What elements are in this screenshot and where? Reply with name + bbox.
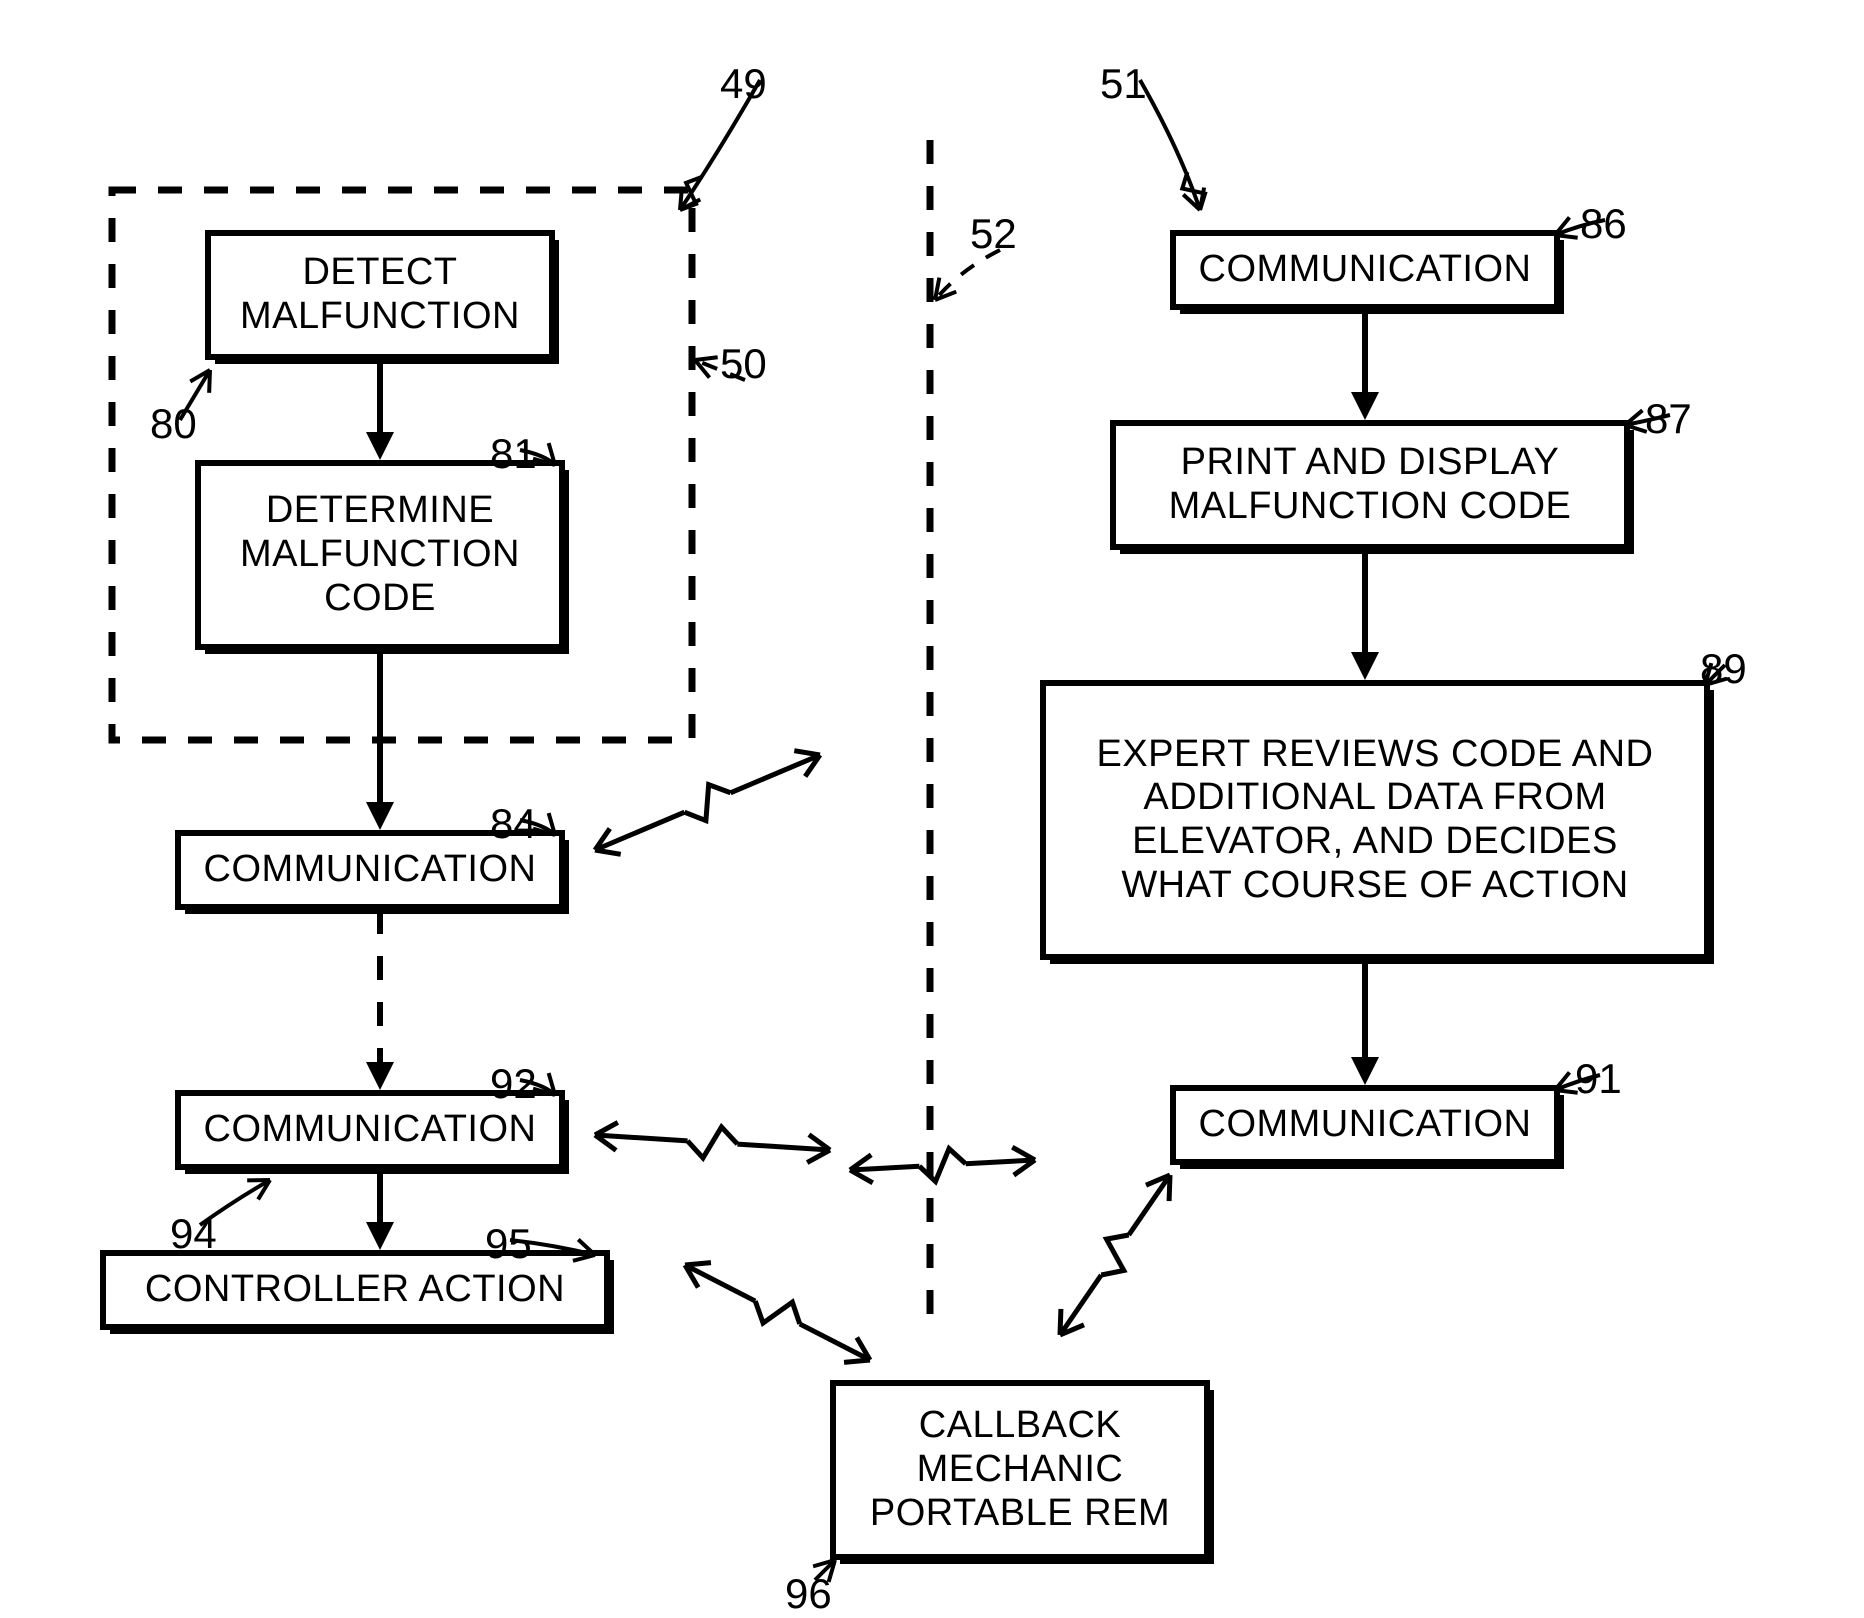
- flow-box-b86: COMMUNICATION: [1170, 230, 1560, 310]
- flow-box-text: COMMUNICATION: [204, 848, 537, 892]
- flow-box-text: COMMUNICATION: [1199, 1103, 1532, 1147]
- flow-box-b81: DETERMINE MALFUNCTION CODE: [195, 460, 565, 650]
- flow-box-text: EXPERT REVIEWS CODE AND ADDITIONAL DATA …: [1096, 733, 1653, 908]
- flow-box-b80: DETECT MALFUNCTION: [205, 230, 555, 360]
- ref-label-50: 50: [720, 340, 767, 388]
- ref-label-94: 94: [170, 1210, 217, 1258]
- ref-label-49: 49: [720, 60, 767, 108]
- ref-label-91: 91: [1575, 1055, 1622, 1103]
- flow-box-text: COMMUNICATION: [204, 1108, 537, 1152]
- flow-box-text: PRINT AND DISPLAY MALFUNCTION CODE: [1169, 441, 1572, 528]
- flow-box-text: DETERMINE MALFUNCTION CODE: [240, 489, 520, 620]
- ref-label-96: 96: [785, 1570, 832, 1618]
- ref-label-51: 51: [1100, 60, 1147, 108]
- flow-box-b96: CALLBACK MECHANIC PORTABLE REM: [830, 1380, 1210, 1560]
- ref-label-84: 84: [490, 800, 537, 848]
- ref-label-86: 86: [1580, 200, 1627, 248]
- diagram-canvas: DETECT MALFUNCTION DETERMINE MALFUNCTION …: [0, 0, 1864, 1607]
- flow-box-b89: EXPERT REVIEWS CODE AND ADDITIONAL DATA …: [1040, 680, 1710, 960]
- flow-box-text: DETECT MALFUNCTION: [240, 251, 520, 338]
- ref-label-80: 80: [150, 400, 197, 448]
- flow-box-b95: CONTROLLER ACTION: [100, 1250, 610, 1330]
- flow-box-text: CONTROLLER ACTION: [145, 1268, 565, 1312]
- ref-label-52: 52: [970, 210, 1017, 258]
- flow-box-text: CALLBACK MECHANIC PORTABLE REM: [870, 1404, 1170, 1535]
- flow-box-text: COMMUNICATION: [1199, 248, 1532, 292]
- ref-label-92: 92: [490, 1060, 537, 1108]
- ref-label-95: 95: [485, 1220, 532, 1268]
- ref-label-87: 87: [1645, 395, 1692, 443]
- ref-label-89: 89: [1700, 645, 1747, 693]
- flow-box-b91: COMMUNICATION: [1170, 1085, 1560, 1165]
- flow-box-b87: PRINT AND DISPLAY MALFUNCTION CODE: [1110, 420, 1630, 550]
- ref-label-81: 81: [490, 430, 537, 478]
